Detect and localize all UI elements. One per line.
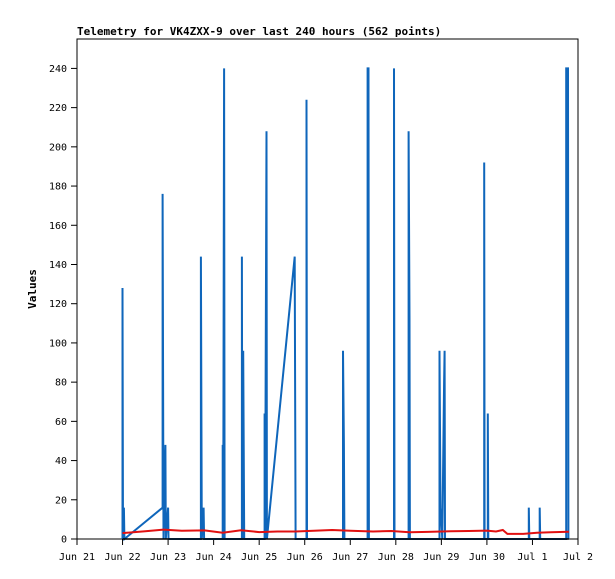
y-tick-label: 240	[49, 64, 67, 75]
y-tick-label: 20	[55, 495, 67, 506]
y-tick-label: 160	[49, 221, 67, 232]
plot-area: 0 20 40 60 80 100 120 140 160 180 200 220 240 Jun 21 J…	[49, 38, 593, 563]
y-tick-label: 0	[61, 535, 67, 546]
y-tick-label: 220	[49, 103, 67, 114]
x-tick-label: Jun 29	[423, 552, 459, 563]
x-tick-label: Jun 30	[469, 552, 505, 563]
plot-frame	[76, 38, 579, 540]
y-tick-label: 40	[55, 456, 67, 467]
y-tick-label: 60	[55, 417, 67, 428]
series-line-1	[121, 67, 570, 542]
series-line-2	[122, 528, 569, 535]
x-tick-label: Jun 28	[378, 552, 414, 563]
x-tick-label: Jun 23	[150, 552, 186, 563]
y-tick-label: 140	[49, 260, 67, 271]
x-tick-label: Jun 24	[196, 552, 232, 563]
y-tick-label: 180	[49, 182, 67, 193]
x-tick-label: Jun 25	[241, 552, 277, 563]
y-tick-label: 120	[49, 299, 67, 310]
y-axis-label: Values	[26, 269, 39, 309]
x-tick-label: Jun 27	[332, 552, 368, 563]
x-tick-label: Jun 21	[59, 552, 95, 563]
x-tick-label: Jun 22	[104, 552, 140, 563]
y-tick-label: 100	[49, 338, 67, 349]
y-tick-label: 80	[55, 378, 67, 389]
x-tick-label: Jun 26	[287, 552, 323, 563]
x-tick-label: Jul 1	[517, 552, 547, 563]
x-tick-label: Jul 2	[563, 552, 593, 563]
y-tick-label: 200	[49, 142, 67, 153]
chart-title: Telemetry for VK4ZXX-9 over last 240 hou…	[77, 25, 441, 38]
